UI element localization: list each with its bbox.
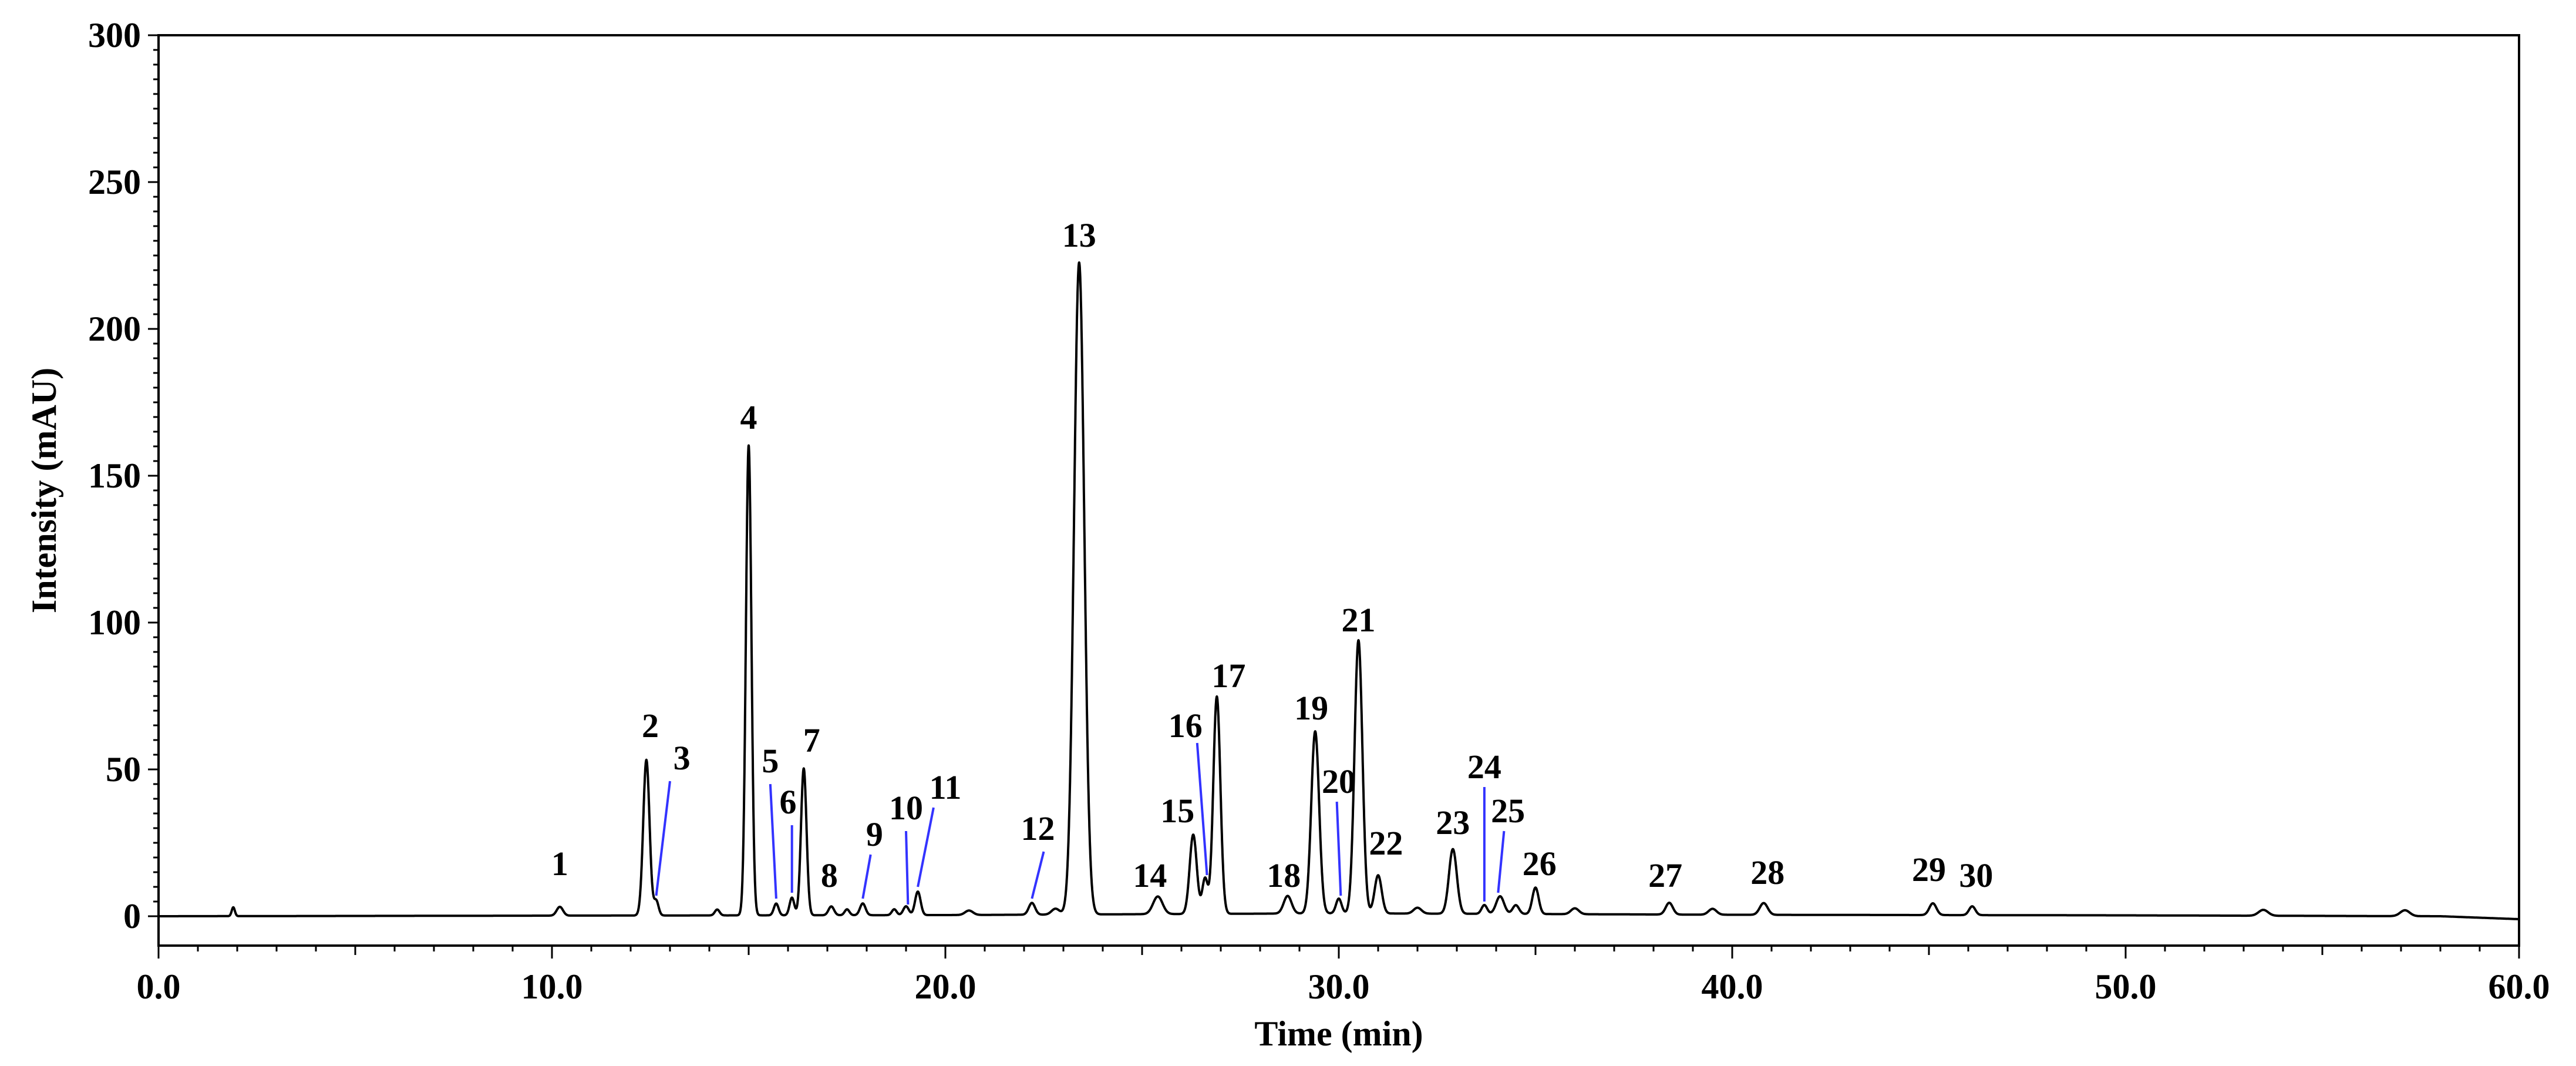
plot-area: 1234567891011121314151617181920212223242…: [157, 34, 2520, 947]
peak-label-5: 5: [762, 742, 779, 780]
peak-label-25: 25: [1491, 792, 1525, 830]
y-tick-label: 150: [88, 456, 141, 495]
plot-frame: [157, 34, 2520, 947]
peak-leader-line-10: [905, 830, 910, 905]
peak-label-19: 19: [1294, 689, 1328, 727]
y-tick-label: 250: [88, 163, 141, 201]
peak-label-4: 4: [740, 398, 757, 436]
peak-label-22: 22: [1369, 824, 1403, 862]
peak-leader-line-16: [1196, 742, 1208, 876]
x-tick-label: 10.0: [521, 967, 583, 1006]
peak-label-15: 15: [1160, 792, 1194, 830]
peak-label-23: 23: [1436, 803, 1470, 842]
leader-lines: [655, 742, 1506, 905]
peak-label-6: 6: [780, 783, 797, 821]
peak-leader-line-3: [655, 781, 671, 896]
x-tick-label: 0.0: [137, 967, 181, 1006]
peak-labels: 1234567891011121314151617181920212223242…: [551, 216, 1993, 895]
chromatogram-trace: [157, 261, 2520, 920]
x-tick-label: 60.0: [2489, 967, 2550, 1006]
peak-label-13: 13: [1062, 216, 1096, 254]
y-axis: 0 50 100 150 200 250 300: [88, 16, 159, 936]
peak-label-18: 18: [1267, 856, 1301, 895]
peak-label-26: 26: [1523, 845, 1557, 883]
peak-label-20: 20: [1322, 762, 1356, 801]
peak-label-28: 28: [1750, 853, 1784, 892]
x-tick-label: 50.0: [2095, 967, 2157, 1006]
peak-label-29: 29: [1912, 850, 1946, 889]
peak-label-10: 10: [889, 789, 923, 827]
peak-label-3: 3: [674, 739, 691, 777]
y-tick-label: 300: [88, 16, 141, 55]
y-tick-label: 100: [88, 603, 141, 642]
peak-label-17: 17: [1211, 657, 1245, 695]
y-tick-label: 0: [123, 897, 141, 936]
peak-leader-line-12: [1031, 851, 1045, 899]
peak-label-2: 2: [642, 707, 659, 745]
peak-label-16: 16: [1169, 707, 1203, 745]
peak-label-14: 14: [1133, 856, 1167, 895]
peak-leader-line-20: [1335, 801, 1342, 896]
x-axis: 0.0 10.0 20.0 30.0 40.0 50.0 60.0: [137, 946, 2550, 1006]
y-tick-label: 200: [88, 310, 141, 348]
peak-label-11: 11: [930, 768, 962, 806]
peak-leader-line-9: [861, 854, 872, 899]
peak-label-12: 12: [1021, 809, 1055, 848]
x-axis-title: Time (min): [1254, 1014, 1423, 1053]
peak-leader-line-11: [917, 807, 935, 887]
x-tick-label: 40.0: [1702, 967, 1763, 1006]
peak-label-21: 21: [1342, 601, 1376, 639]
x-tick-label: 30.0: [1308, 967, 1370, 1006]
peak-label-8: 8: [821, 856, 838, 895]
x-tick-label: 20.0: [915, 967, 976, 1006]
y-axis-title: Intensity (mAU): [25, 368, 63, 613]
peak-label-27: 27: [1648, 856, 1682, 895]
peak-label-30: 30: [1959, 856, 1993, 895]
peak-label-7: 7: [803, 721, 820, 759]
peak-label-24: 24: [1467, 748, 1501, 786]
peak-leader-line-25: [1497, 830, 1506, 893]
peak-leader-line-5: [769, 783, 777, 899]
peak-label-1: 1: [551, 845, 568, 883]
y-tick-label: 50: [106, 750, 141, 789]
peak-label-9: 9: [866, 815, 883, 853]
